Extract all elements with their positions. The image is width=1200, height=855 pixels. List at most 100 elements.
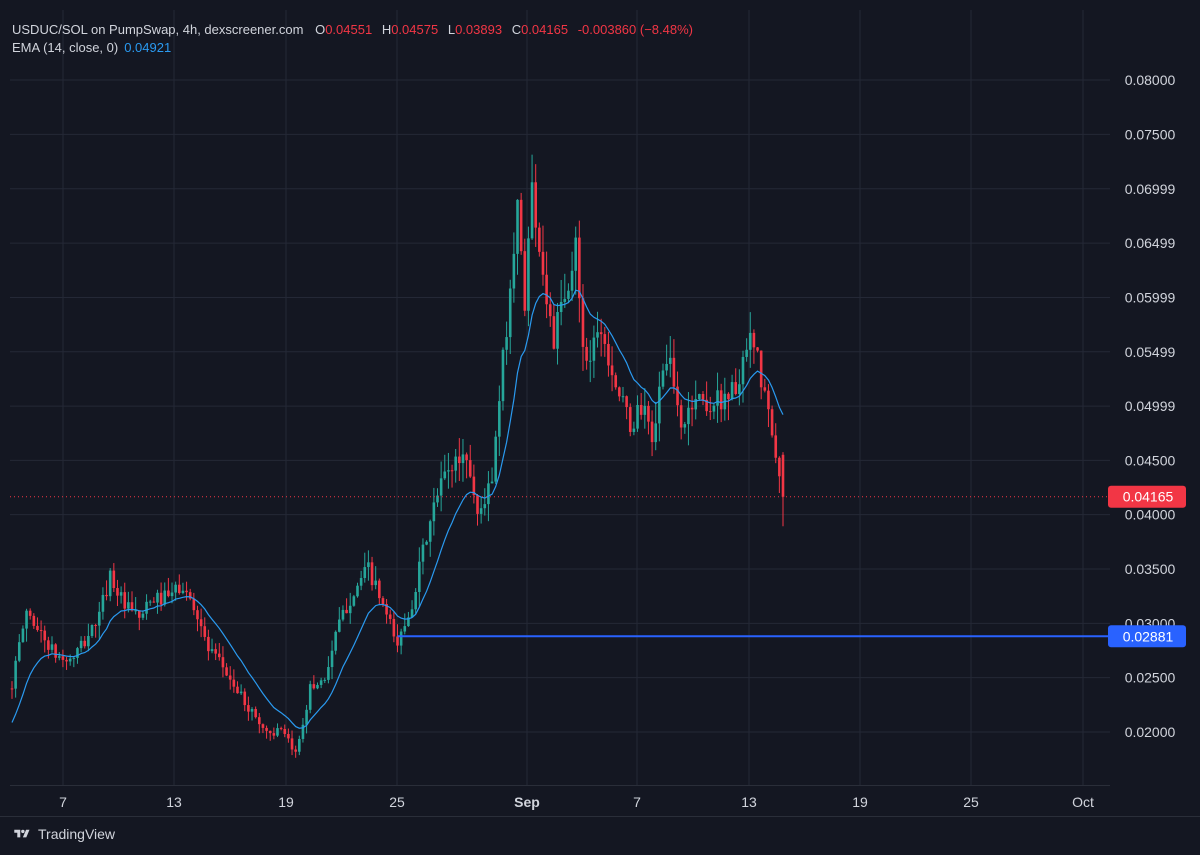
- candle-body: [17, 642, 21, 661]
- candle-body: [654, 423, 658, 443]
- candle-body: [83, 640, 87, 647]
- candle-body: [738, 384, 741, 394]
- candle-body: [698, 393, 701, 400]
- y-tick-label: 0.04999: [1125, 398, 1176, 414]
- candle-body: [701, 393, 705, 400]
- candle-body: [199, 619, 203, 627]
- candle-body: [327, 667, 330, 680]
- candle-body: [170, 592, 174, 597]
- candle-body: [683, 424, 687, 428]
- candle-body: [57, 656, 61, 658]
- candle-body: [665, 363, 668, 371]
- candle-body: [116, 588, 119, 596]
- candle-body: [76, 648, 79, 658]
- candle-body: [348, 605, 352, 614]
- candle-body: [748, 332, 752, 350]
- tradingview-brand[interactable]: TradingView: [38, 826, 116, 842]
- candle-body: [490, 481, 494, 484]
- ema-series-line: [11, 289, 784, 729]
- candle-body: [636, 405, 639, 429]
- tradingview-logo-icon[interactable]: [12, 828, 32, 840]
- candle-body: [283, 728, 287, 734]
- candle-body: [407, 617, 410, 627]
- candle-body: [145, 601, 148, 614]
- candle-body: [72, 657, 76, 659]
- candle-body: [14, 660, 17, 689]
- candle-body: [363, 567, 367, 579]
- candle-body: [468, 460, 472, 477]
- candle-body: [730, 382, 734, 400]
- time-axis[interactable]: 7 13 19 25 Sep 7 13 19 25 Oct: [59, 794, 1094, 810]
- candle-body: [668, 357, 672, 364]
- candle-body: [268, 730, 272, 734]
- candle-body: [563, 298, 567, 302]
- candle-body: [79, 640, 83, 649]
- candle-body: [207, 636, 210, 652]
- high-value: 0.04575: [391, 22, 439, 37]
- candle-body: [450, 470, 454, 472]
- candle-body: [308, 684, 312, 710]
- change-value: -0.003860 (−8.48%): [577, 22, 693, 37]
- candle-body: [265, 727, 268, 731]
- candle-body: [298, 738, 301, 752]
- close-key: C: [511, 22, 522, 37]
- candle-body: [108, 570, 112, 597]
- candle-body: [159, 592, 163, 605]
- candle-body: [156, 592, 159, 603]
- horizontal-line-label-bg: [1108, 625, 1186, 648]
- candle-body: [221, 657, 225, 668]
- candle-body: [338, 619, 341, 632]
- candle-body: [752, 332, 756, 348]
- candle-body: [658, 386, 661, 424]
- candle-body: [610, 365, 614, 376]
- candle-body: [712, 405, 716, 412]
- candle-body: [603, 334, 607, 344]
- ema-label[interactable]: EMA (14, close, 0): [12, 40, 119, 55]
- symbol-title[interactable]: USDUC/SOL on PumpSwap, 4h, dexscreener.c…: [12, 22, 304, 37]
- y-tick-label: 0.03500: [1125, 561, 1176, 577]
- candle-body: [556, 312, 559, 349]
- low-value: 0.03893: [455, 22, 503, 37]
- candle-body: [294, 749, 297, 752]
- footer-separator: [0, 816, 1200, 817]
- candle-body: [68, 658, 72, 662]
- close-value: 0.04165: [521, 22, 569, 37]
- candle-body: [148, 601, 152, 603]
- candle-body: [185, 590, 188, 593]
- candle-body: [163, 590, 167, 605]
- candle-body: [570, 270, 574, 291]
- candle-body: [614, 375, 618, 388]
- candle-body: [443, 471, 447, 479]
- last-price-label: 0.04165: [1123, 489, 1174, 505]
- candle-body: [632, 428, 636, 432]
- candle-body: [599, 332, 603, 335]
- candle-body: [43, 630, 47, 641]
- candle-body: [25, 610, 28, 629]
- candle-body: [167, 590, 170, 597]
- candle-body: [588, 360, 592, 362]
- candle-body: [32, 615, 36, 626]
- candle-body: [432, 502, 436, 522]
- candle-body: [174, 584, 177, 593]
- y-tick-label: 0.05999: [1125, 289, 1176, 305]
- candle-body: [214, 649, 217, 654]
- candle-body: [225, 667, 228, 676]
- candle-body: [512, 253, 516, 289]
- candle-body: [137, 610, 141, 618]
- x-tick-label: 13: [741, 794, 757, 810]
- candle-body: [661, 370, 665, 387]
- candle-body: [425, 541, 428, 545]
- candle-body: [574, 237, 578, 271]
- candle-body: [548, 304, 552, 317]
- candle-body: [519, 199, 523, 252]
- y-tick-label: 0.06999: [1125, 181, 1176, 197]
- y-tick-label: 0.05499: [1125, 344, 1176, 360]
- price-axis[interactable]: 0.08000 0.07500 0.06999 0.06499 0.05999 0.054…: [1125, 72, 1176, 740]
- candle-body: [487, 483, 490, 505]
- candle-body: [647, 405, 650, 422]
- candle-body: [105, 594, 108, 597]
- candle-body: [228, 675, 232, 680]
- candle-body: [61, 656, 65, 660]
